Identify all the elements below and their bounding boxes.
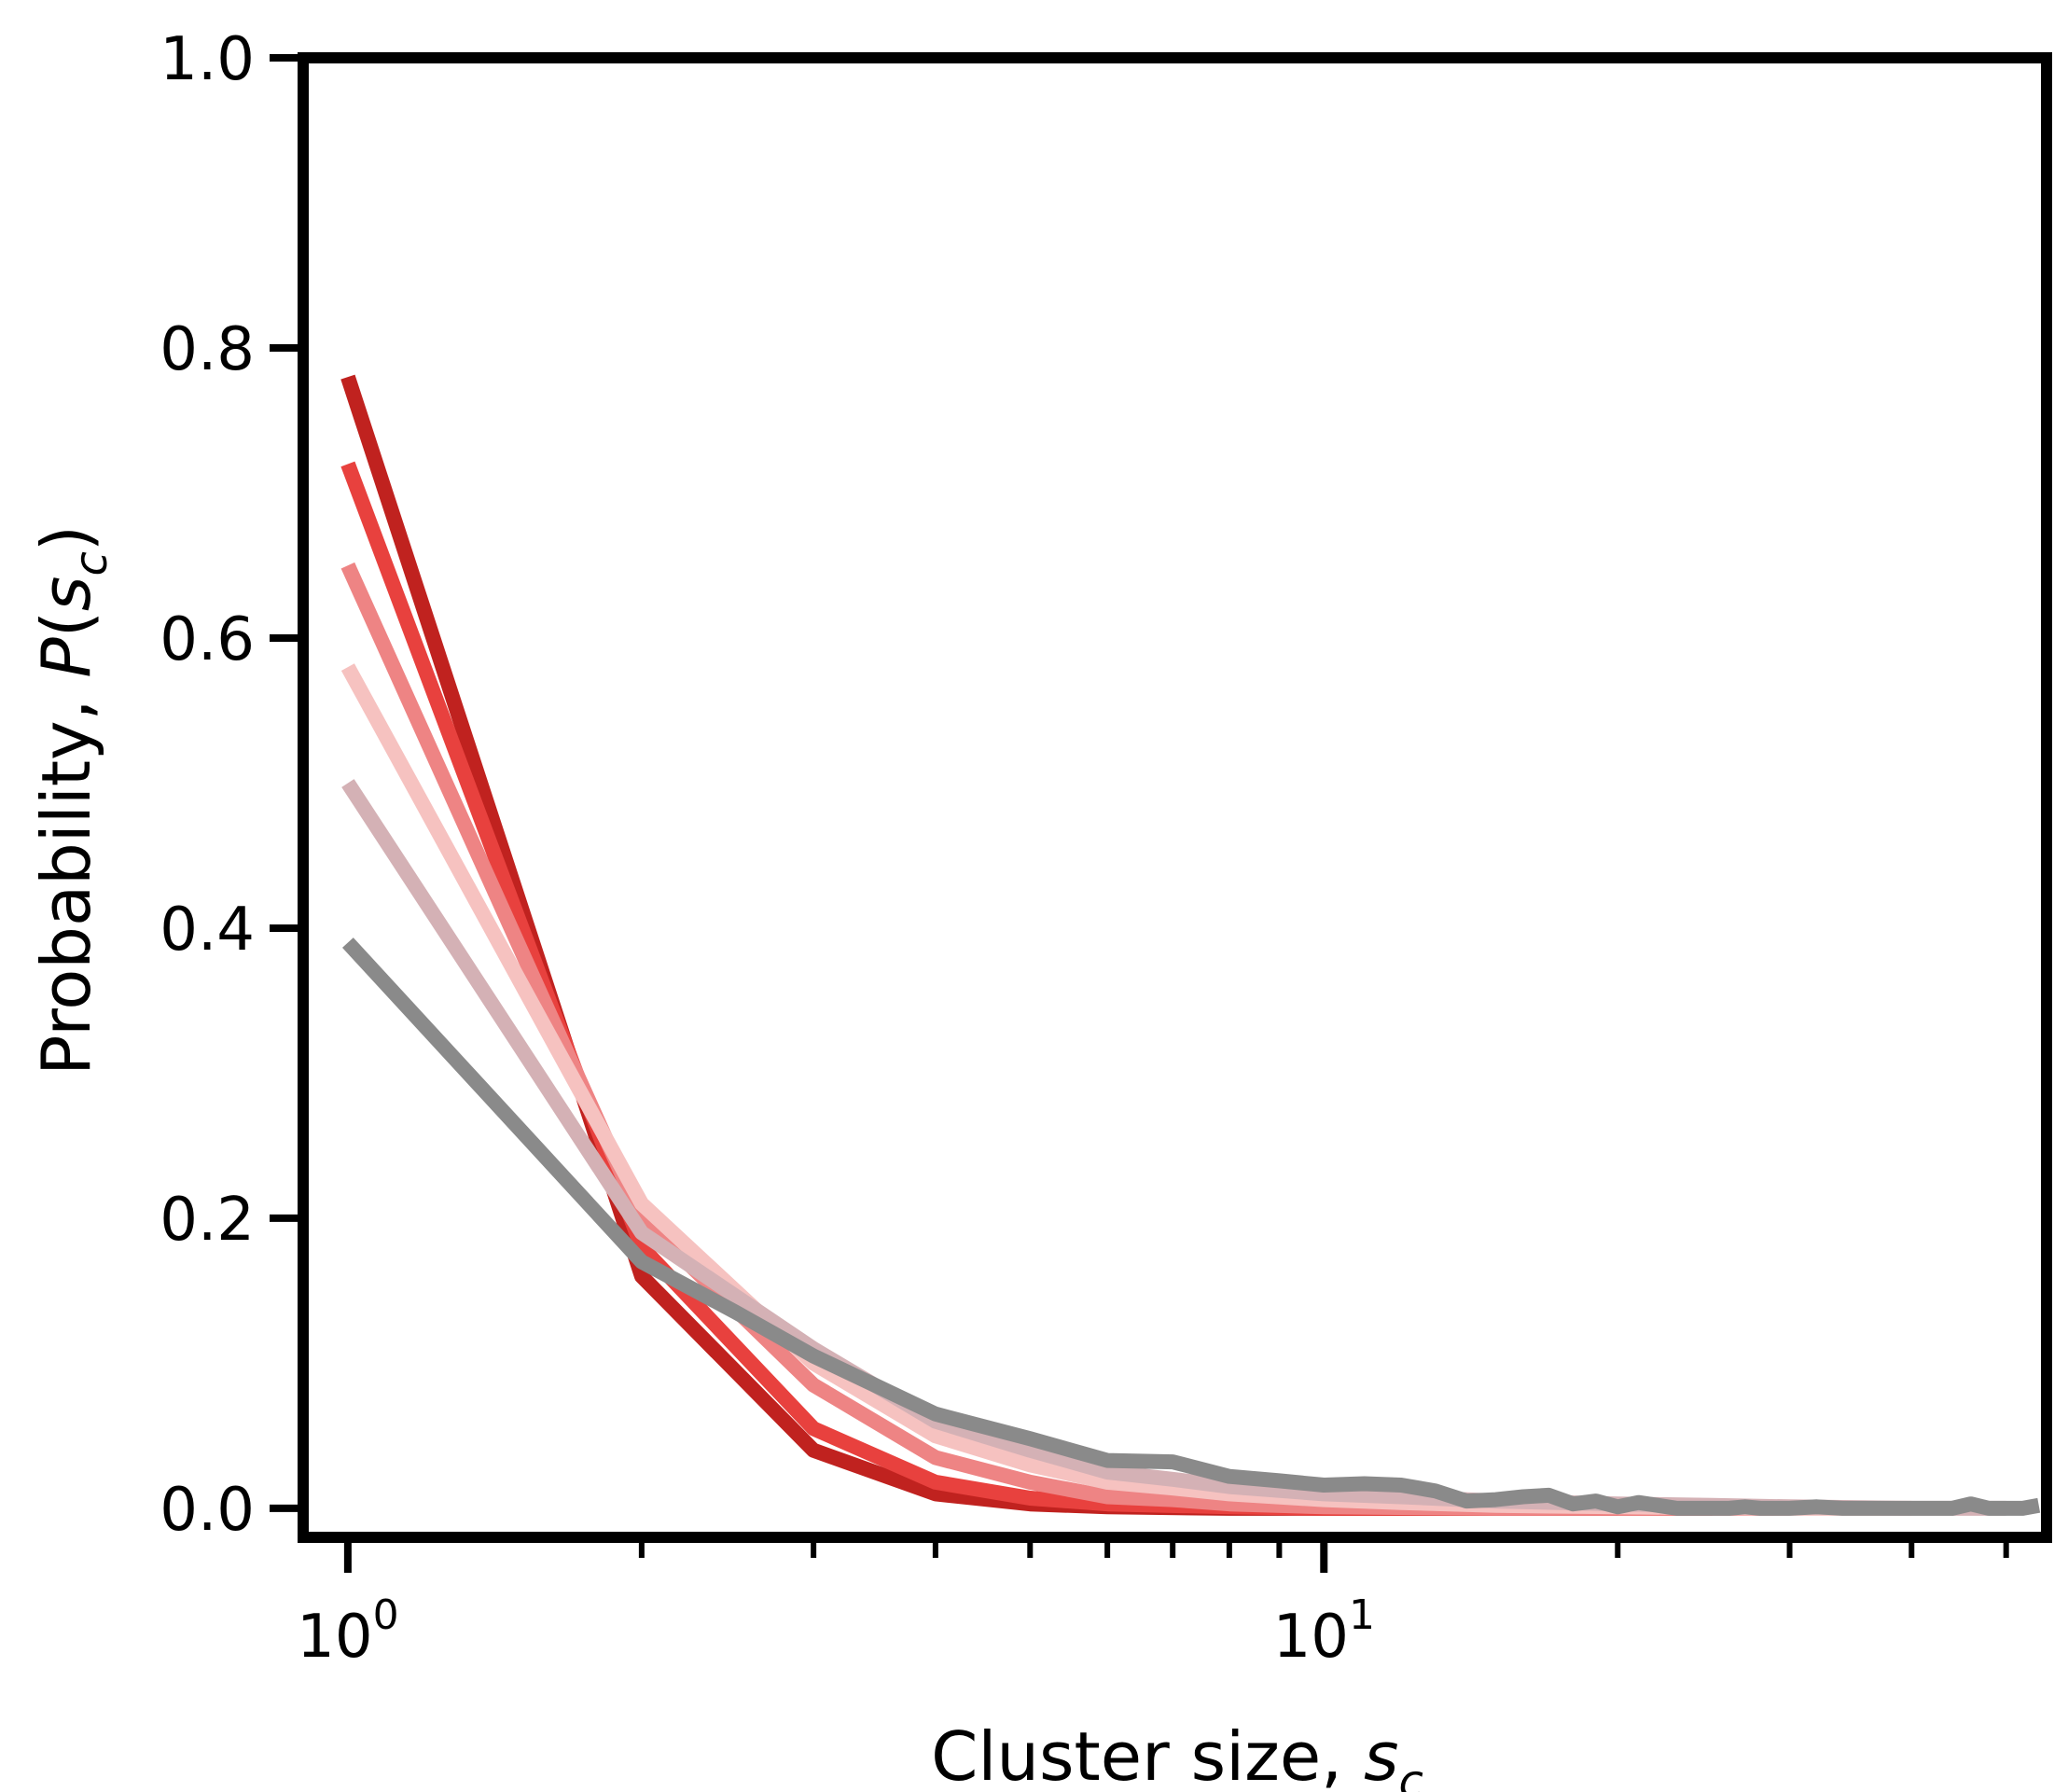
y-axis-label-open: ( [27,611,105,637]
y-axis-label-inner: s [27,576,105,612]
x-tick-label-base-1: 10 [1273,1603,1349,1672]
y-axis-label-sub: c [65,551,118,576]
y-axis-label-text: Probability, [27,678,105,1076]
y-tick-label-3: 0.6 [160,605,255,674]
y-tick-label-4: 0.8 [160,315,255,384]
x-axis-label-text: Cluster size, [931,1717,1364,1792]
y-tick-label-2: 0.4 [160,896,255,965]
x-tick-label-1: 101 [1273,1591,1375,1672]
series-layer [340,374,2041,1516]
x-axis-label-sub: c [1398,1756,1423,1792]
plot-frame [298,52,2052,1543]
x-tick-label-base-0: 10 [297,1603,372,1672]
y-axis-label-var: P [27,637,105,678]
y-tick-label-0: 0.0 [160,1476,255,1545]
series-line-6 [342,938,2041,1516]
y-axis-label-close: ) [27,525,105,551]
y-tick-label-1: 0.2 [160,1186,255,1255]
x-tick-label-0: 100 [297,1591,398,1672]
x-tick-label-exponent-1: 1 [1349,1591,1375,1639]
y-axis-label: Probability, P(sc) [27,525,118,1076]
x-axis-label-var: s [1364,1717,1399,1792]
x-tick-label-exponent-0: 0 [373,1591,399,1639]
x-axis-label: Cluster size, sc [931,1717,1423,1792]
y-tick-label-5: 1.0 [160,25,255,94]
